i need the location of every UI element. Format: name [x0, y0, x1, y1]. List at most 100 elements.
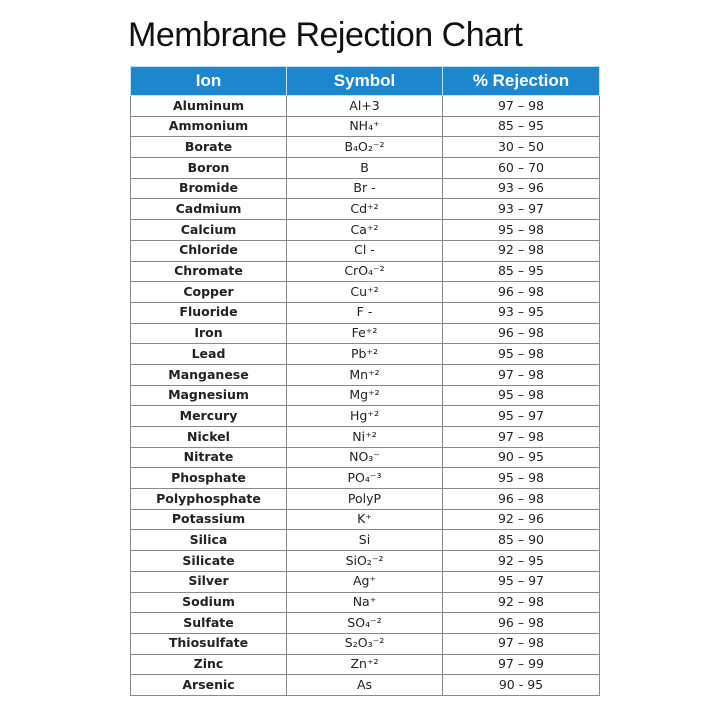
symbol-cell: Ag⁺ — [286, 570, 443, 593]
table-row: Lead Pb⁺² 95 – 98 — [130, 343, 600, 365]
ion-cell: Phosphate — [130, 467, 287, 490]
symbol-cell: Br - — [286, 177, 443, 200]
rejection-cell: 92 – 98 — [442, 239, 600, 262]
table-row: Manganese Mn⁺² 97 – 98 — [130, 363, 600, 386]
symbol-cell: Mg⁺² — [286, 384, 443, 407]
table-row: Iron Fe⁺² 96 – 98 — [130, 322, 600, 345]
ion-cell: Thiosulfate — [130, 632, 287, 655]
symbol-cell: Ni⁺² — [286, 426, 443, 448]
table-row: Bromide Br -93 – 96 — [130, 177, 600, 200]
rejection-cell: 85 – 95 — [442, 115, 600, 138]
ion-cell: Arsenic — [130, 674, 287, 697]
header-cell: Symbol — [286, 66, 443, 96]
ion-cell: Silica — [130, 529, 287, 552]
table-row: Mercury Hg⁺² 95 – 97 — [130, 405, 600, 427]
ion-cell: Magnesium — [130, 384, 287, 407]
header-cell: Ion — [130, 66, 287, 96]
rejection-cell: 85 – 90 — [442, 529, 600, 552]
table-row: Nitrate NO₃⁻ 90 – 95 — [130, 446, 600, 469]
ion-cell: Fluoride — [130, 301, 287, 324]
rejection-cell: 97 – 99 — [442, 653, 600, 676]
rejection-cell: 60 – 70 — [442, 157, 600, 179]
table-row: Chromate CrO₄⁻² 85 – 95 — [130, 260, 600, 283]
table-row: Potassium K⁺ 92 – 96 — [130, 508, 600, 531]
ion-cell: Lead — [130, 343, 287, 365]
symbol-cell: Fe⁺² — [286, 322, 443, 345]
rejection-cell: 90 - 95 — [442, 674, 600, 697]
rejection-cell: 97 – 98 — [442, 95, 600, 117]
ion-cell: Copper — [130, 281, 287, 303]
table-row: Chloride Cl -92 – 98 — [130, 239, 600, 262]
symbol-cell: SiO₂⁻² — [286, 550, 443, 572]
symbol-cell: PolyP — [286, 488, 443, 510]
symbol-cell: Mn⁺² — [286, 363, 443, 386]
rejection-cell: 95 – 97 — [442, 405, 600, 427]
table-row: Calcium Ca⁺² 95 – 98 — [130, 219, 600, 241]
ion-cell: Silicate — [130, 550, 287, 572]
rejection-cell: 96 – 98 — [442, 612, 600, 634]
title: Membrane Rejection Chart — [128, 16, 523, 54]
symbol-cell: B — [286, 157, 443, 179]
table-row: Copper Cu⁺² 96 – 98 — [130, 281, 600, 303]
table-row: Silver Ag⁺ 95 – 97 — [130, 570, 600, 593]
ion-cell: Manganese — [130, 363, 287, 386]
rejection-cell: 96 – 98 — [442, 488, 600, 510]
rejection-cell: 93 – 97 — [442, 198, 600, 221]
rejection-cell: 95 – 98 — [442, 343, 600, 365]
symbol-cell: Si — [286, 529, 443, 552]
ion-cell: Ammonium — [130, 115, 287, 138]
ion-cell: Sodium — [130, 591, 287, 614]
symbol-cell: As — [286, 674, 443, 697]
table-row: Arsenic As 90 - 95 — [130, 674, 600, 697]
table-row: Sodium Na⁺ 92 – 98 — [130, 591, 600, 614]
table-row: Zinc Zn⁺² 97 – 99 — [130, 653, 600, 676]
table-row: Sulfate SO₄⁻² 96 – 98 — [130, 612, 600, 634]
rejection-cell: 95 – 98 — [442, 384, 600, 407]
header-row: Ion Symbol% Rejection — [130, 66, 600, 96]
rejection-cell: 90 – 95 — [442, 446, 600, 469]
table-row: Thiosulfate S₂O₃⁻² 97 – 98 — [130, 632, 600, 655]
symbol-cell: K⁺ — [286, 508, 443, 531]
table-row: Aluminum Al+3 97 – 98 — [130, 95, 600, 117]
symbol-cell: Ca⁺² — [286, 219, 443, 241]
ion-cell: Bromide — [130, 177, 287, 200]
rejection-cell: 95 – 98 — [442, 467, 600, 490]
table-row: Silicate SiO₂⁻² 92 – 95 — [130, 550, 600, 572]
ion-cell: Chromate — [130, 260, 287, 283]
table-row: Polyphosphate PolyP 96 – 98 — [130, 488, 600, 510]
ion-cell: Potassium — [130, 508, 287, 531]
table-row: Ammonium NH₄⁺ 85 – 95 — [130, 115, 600, 138]
table-row: Borate B₄O₂⁻² 30 – 50 — [130, 136, 600, 159]
table-row: Phosphate PO₄⁻³ 95 – 98 — [130, 467, 600, 490]
rejection-cell: 93 – 95 — [442, 301, 600, 324]
ion-cell: Iron — [130, 322, 287, 345]
rejection-cell: 95 – 97 — [442, 570, 600, 593]
symbol-cell: Cu⁺² — [286, 281, 443, 303]
rejection-cell: 97 – 98 — [442, 363, 600, 386]
table-body: Aluminum Al+3 97 – 98 Ammonium NH₄⁺ 85 – 95 Bo… — [130, 95, 600, 697]
symbol-cell: F - — [286, 301, 443, 324]
rejection-cell: 97 – 98 — [442, 426, 600, 448]
ion-cell: Sulfate — [130, 612, 287, 634]
rejection-cell: 96 – 98 — [442, 281, 600, 303]
table-row: Fluoride F -93 – 95 — [130, 301, 600, 324]
rejection-cell: 96 – 98 — [442, 322, 600, 345]
symbol-cell: B₄O₂⁻² — [286, 136, 443, 159]
rejection-cell: 30 – 50 — [442, 136, 600, 159]
rejection-table: Ion Symbol% Rejection Aluminum Al+3 97 – 98… — [130, 66, 600, 697]
symbol-cell: Pb⁺² — [286, 343, 443, 365]
ion-cell: Nitrate — [130, 446, 287, 469]
rejection-cell: 97 – 98 — [442, 632, 600, 655]
symbol-cell: SO₄⁻² — [286, 612, 443, 634]
rejection-cell: 93 – 96 — [442, 177, 600, 200]
symbol-cell: Cl - — [286, 239, 443, 262]
rejection-cell: 92 – 96 — [442, 508, 600, 531]
ion-cell: Nickel — [130, 426, 287, 448]
table-row: Silica Si 85 – 90 — [130, 529, 600, 552]
rejection-cell: 92 – 95 — [442, 550, 600, 572]
ion-cell: Calcium — [130, 219, 287, 241]
symbol-cell: Cd⁺² — [286, 198, 443, 221]
table-row: Magnesium Mg⁺² 95 – 98 — [130, 384, 600, 407]
ion-cell: Aluminum — [130, 95, 287, 117]
